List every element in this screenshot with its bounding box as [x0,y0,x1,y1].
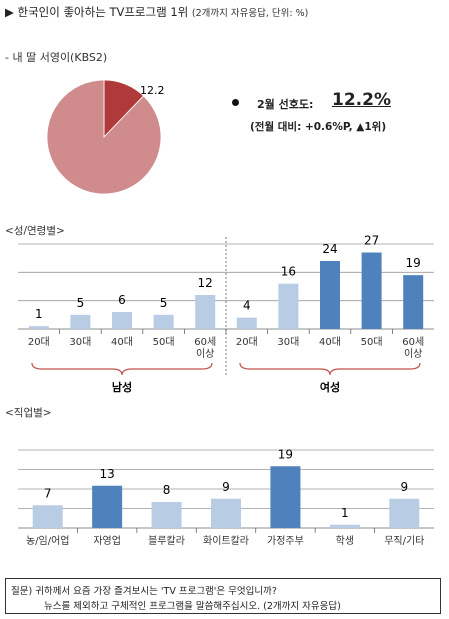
tick-label-line: 학생 [336,535,354,547]
month-change: (전월 대비: +0.6%P, ▲1위) [250,121,387,133]
occupation-bar-chart: 7 농/임/어업 13 자영업 8 블루칼라 9 화이트칼라 19 가정주부 1 학생 9 무직/기타 [18,447,434,547]
group-label: 남성 [112,380,132,394]
tick-label-line: 50대 [153,336,175,348]
bar-data-label: 5 [77,296,85,310]
bar [32,505,63,528]
tick-label: 가정주부 [267,535,304,547]
bar-data-label: 9 [400,480,408,494]
preference-label: 2월 선호도: [257,98,314,111]
bar-data-label: 13 [100,467,115,481]
tick-label-line: 20대 [236,336,258,348]
bar [112,312,132,329]
tick-label: 50대 [361,336,383,348]
bar-data-label: 4 [243,299,251,313]
tick-label: 화이트칼라 [203,534,249,547]
group-brace [239,362,421,376]
tick-label: 40대 [319,336,341,348]
tick-label-line: 화이트칼라 [203,534,249,547]
tick-label-line: 블루칼라 [148,534,185,547]
tick-label: 20대 [236,336,258,348]
bar-data-label: 27 [364,235,379,248]
bar-data-label: 12 [198,276,213,290]
tick-label: 블루칼라 [148,534,185,547]
tick-label: 30대 [69,336,91,348]
bar-data-label: 8 [163,483,171,497]
bar-data-label: 19 [406,256,421,270]
bar [211,498,241,528]
tick-label-line: 가정주부 [267,535,304,547]
tick-label-line: 60세 [194,336,216,348]
bar-data-label: 1 [35,307,43,321]
tick-label-line: 이상 [404,348,422,360]
tick-label-line: 20대 [28,336,50,348]
tick-label-line: 40대 [319,336,341,348]
bar-data-label: 6 [118,293,126,307]
bar [403,275,424,329]
tick-label: 30대 [277,336,299,348]
bar [270,466,301,528]
bar [389,498,420,528]
bar-data-label: 19 [278,447,293,461]
tick-label: 50대 [153,336,175,348]
section-occupation: <직업별> [5,407,52,419]
tick-label-line: 50대 [361,336,383,348]
bar [70,314,91,329]
tick-label: 40대 [111,336,133,348]
tick-label: 60세 이상 [194,336,216,360]
section-gender-age: <성/연령별> [5,225,65,237]
pie-data-label: 12.2 [140,84,165,97]
bar [195,295,216,329]
pie-slice [46,79,162,195]
tick-label-line: 30대 [277,336,299,348]
tick-label: 무직/기타 [384,535,424,547]
bar [28,326,49,329]
program-name: - 내 딸 서영이(KBS2) [5,51,108,64]
tick-label-line: 40대 [111,336,133,348]
bar-data-label: 9 [222,480,230,494]
tick-label-line: 자영업 [93,534,121,547]
tick-label: 20대 [28,336,50,348]
question-line-2: 뉴스를 제외하고 구체적인 프로그램을 말씀해주십시오. (2개까지 자유응답) [44,601,341,612]
tick-label-line: 60세 [402,336,424,348]
bar [320,261,340,329]
tick-label: 자영업 [93,534,121,547]
tick-label-line: 30대 [69,336,91,348]
bar [151,502,182,528]
question-note: 질문) 귀하께서 요즘 가장 즐겨보시는 'TV 프로그램'은 무엇입니까? 뉴… [5,578,441,614]
bar [278,283,299,329]
tick-label: 농/임/어업 [26,534,70,547]
group-brace [31,362,213,376]
preference-value: 12.2% [332,90,391,110]
bullet-icon [232,99,239,106]
tick-label-line: 무직/기타 [384,535,424,547]
question-line-1: 질문) 귀하께서 요즘 가장 즐겨보시는 'TV 프로그램'은 무엇입니까? [11,586,277,597]
title-main: ▶ 한국인이 좋아하는 TV프로그램 1위 [5,5,189,19]
bar [236,317,257,329]
bar-data-label: 24 [322,242,337,256]
pie-chart: 12.2 [46,79,165,195]
tick-label: 60세 이상 [402,336,424,360]
bar [329,524,360,528]
bar-data-label: 7 [44,486,52,500]
page-title: ▶ 한국인이 좋아하는 TV프로그램 1위 (2개까지 자유응답, 단위: %) [5,4,308,20]
tick-label-line: 이상 [196,348,214,360]
bar [92,485,123,528]
bar-data-label: 5 [160,296,168,310]
tick-label-line: 농/임/어업 [26,534,70,547]
title-sub: (2개까지 자유응답, 단위: %) [191,8,309,19]
tick-label: 학생 [336,535,354,547]
group-label: 여성 [320,380,340,394]
bar [153,314,174,329]
bar-data-label: 16 [281,265,296,279]
bar [361,252,382,329]
bar-data-label: 1 [341,506,349,520]
